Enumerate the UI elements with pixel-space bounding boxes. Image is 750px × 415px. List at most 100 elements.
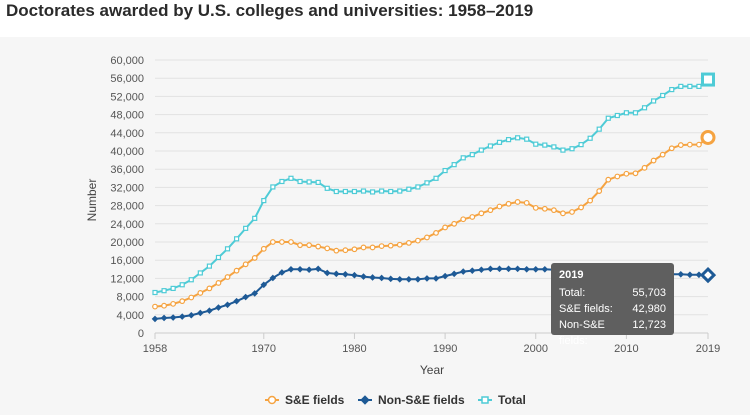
legend-item-total[interactable]: Total: [478, 393, 526, 407]
data-point-nonse[interactable]: [160, 314, 168, 322]
data-point-se[interactable]: [333, 247, 340, 254]
data-point-total[interactable]: [243, 225, 249, 231]
data-point-total[interactable]: [188, 277, 194, 283]
data-point-se[interactable]: [405, 240, 412, 246]
data-point-total[interactable]: [306, 179, 312, 185]
data-point-nonse[interactable]: [468, 267, 476, 274]
data-point-total[interactable]: [215, 254, 222, 261]
data-point-total[interactable]: [641, 105, 648, 111]
data-point-nonse[interactable]: [423, 275, 431, 282]
data-point-total[interactable]: [397, 188, 403, 194]
data-point-total[interactable]: [587, 135, 593, 141]
data-point-se[interactable]: [324, 245, 331, 252]
data-point-total[interactable]: [351, 188, 358, 195]
data-point-nonse[interactable]: [505, 265, 512, 273]
data-point-total[interactable]: [469, 152, 475, 158]
data-point-nonse[interactable]: [378, 274, 385, 282]
data-point-nonse[interactable]: [296, 265, 304, 273]
data-point-se[interactable]: [188, 294, 195, 301]
data-point-total[interactable]: [288, 175, 294, 181]
data-point-se[interactable]: [152, 303, 158, 310]
data-point-nonse[interactable]: [169, 314, 177, 321]
data-point-nonse[interactable]: [305, 266, 313, 274]
data-point-total[interactable]: [342, 188, 348, 195]
data-point-se[interactable]: [587, 197, 594, 204]
data-point-total[interactable]: [170, 285, 176, 292]
data-point-nonse[interactable]: [514, 265, 521, 273]
data-point-se[interactable]: [460, 216, 467, 223]
data-point-nonse[interactable]: [269, 274, 277, 282]
data-point-total[interactable]: [324, 185, 330, 191]
data-point-total[interactable]: [542, 142, 548, 148]
data-point-total[interactable]: [660, 92, 666, 99]
data-point-total[interactable]: [415, 184, 421, 190]
data-point-se[interactable]: [550, 207, 557, 214]
data-point-se[interactable]: [514, 199, 521, 205]
data-point-se[interactable]: [251, 255, 258, 261]
data-point-se[interactable]: [686, 141, 693, 148]
data-point-total[interactable]: [152, 289, 158, 296]
data-point-total[interactable]: [496, 139, 503, 145]
data-point-nonse[interactable]: [215, 304, 222, 311]
data-point-nonse[interactable]: [405, 276, 413, 283]
data-point-total[interactable]: [623, 110, 630, 116]
data-point-total[interactable]: [161, 288, 167, 294]
data-point-nonse[interactable]: [432, 275, 440, 282]
data-point-se[interactable]: [351, 246, 358, 253]
data-point-se[interactable]: [605, 176, 612, 183]
data-point-se[interactable]: [541, 205, 548, 212]
data-point-se[interactable]: [288, 239, 294, 245]
data-point-se[interactable]: [433, 229, 439, 236]
data-point-total[interactable]: [270, 184, 276, 190]
data-point-nonse[interactable]: [396, 276, 404, 283]
data-point-total[interactable]: [701, 72, 715, 87]
data-point-nonse[interactable]: [278, 269, 286, 276]
data-point-se[interactable]: [560, 210, 566, 217]
data-point-nonse[interactable]: [487, 265, 494, 273]
data-point-total[interactable]: [233, 236, 240, 242]
data-point-total[interactable]: [487, 143, 494, 149]
data-point-se[interactable]: [532, 204, 539, 211]
data-point-nonse[interactable]: [224, 301, 231, 309]
data-point-total[interactable]: [360, 188, 367, 194]
data-point-total[interactable]: [551, 144, 557, 150]
data-point-nonse[interactable]: [387, 275, 395, 283]
data-point-se[interactable]: [279, 239, 285, 245]
data-point-se[interactable]: [269, 239, 276, 245]
data-point-total[interactable]: [651, 98, 657, 104]
data-point-se[interactable]: [306, 242, 313, 249]
data-point-nonse[interactable]: [677, 270, 685, 278]
data-point-total[interactable]: [614, 112, 620, 119]
data-point-nonse[interactable]: [287, 265, 295, 273]
data-point-nonse[interactable]: [496, 265, 503, 273]
data-point-total[interactable]: [578, 142, 584, 148]
data-point-total[interactable]: [460, 155, 466, 161]
data-point-total[interactable]: [505, 137, 512, 143]
legend-item-se[interactable]: S&E fields: [265, 393, 345, 407]
data-point-se[interactable]: [179, 298, 186, 305]
data-point-total[interactable]: [687, 83, 693, 89]
data-point-nonse[interactable]: [478, 266, 485, 274]
data-point-se[interactable]: [224, 274, 231, 280]
data-point-nonse[interactable]: [323, 269, 331, 277]
data-point-total[interactable]: [179, 282, 185, 288]
data-point-se[interactable]: [578, 204, 584, 211]
data-point-se[interactable]: [641, 164, 648, 171]
data-point-se[interactable]: [342, 247, 349, 254]
data-point-se[interactable]: [242, 261, 249, 268]
data-point-se[interactable]: [161, 302, 167, 309]
data-point-total[interactable]: [206, 263, 212, 269]
data-point-se[interactable]: [469, 214, 476, 220]
data-point-total[interactable]: [678, 83, 684, 89]
data-point-nonse[interactable]: [333, 270, 340, 278]
data-point-nonse[interactable]: [242, 293, 249, 301]
data-point-se[interactable]: [623, 170, 630, 177]
legend-item-nonse[interactable]: Non-S&E fields: [358, 393, 465, 407]
data-point-se[interactable]: [523, 199, 530, 206]
data-point-se[interactable]: [496, 203, 503, 210]
data-point-total[interactable]: [478, 147, 484, 153]
data-point-se[interactable]: [233, 267, 240, 274]
data-point-total[interactable]: [569, 146, 575, 152]
data-point-nonse[interactable]: [314, 265, 322, 273]
data-point-nonse[interactable]: [699, 266, 717, 284]
